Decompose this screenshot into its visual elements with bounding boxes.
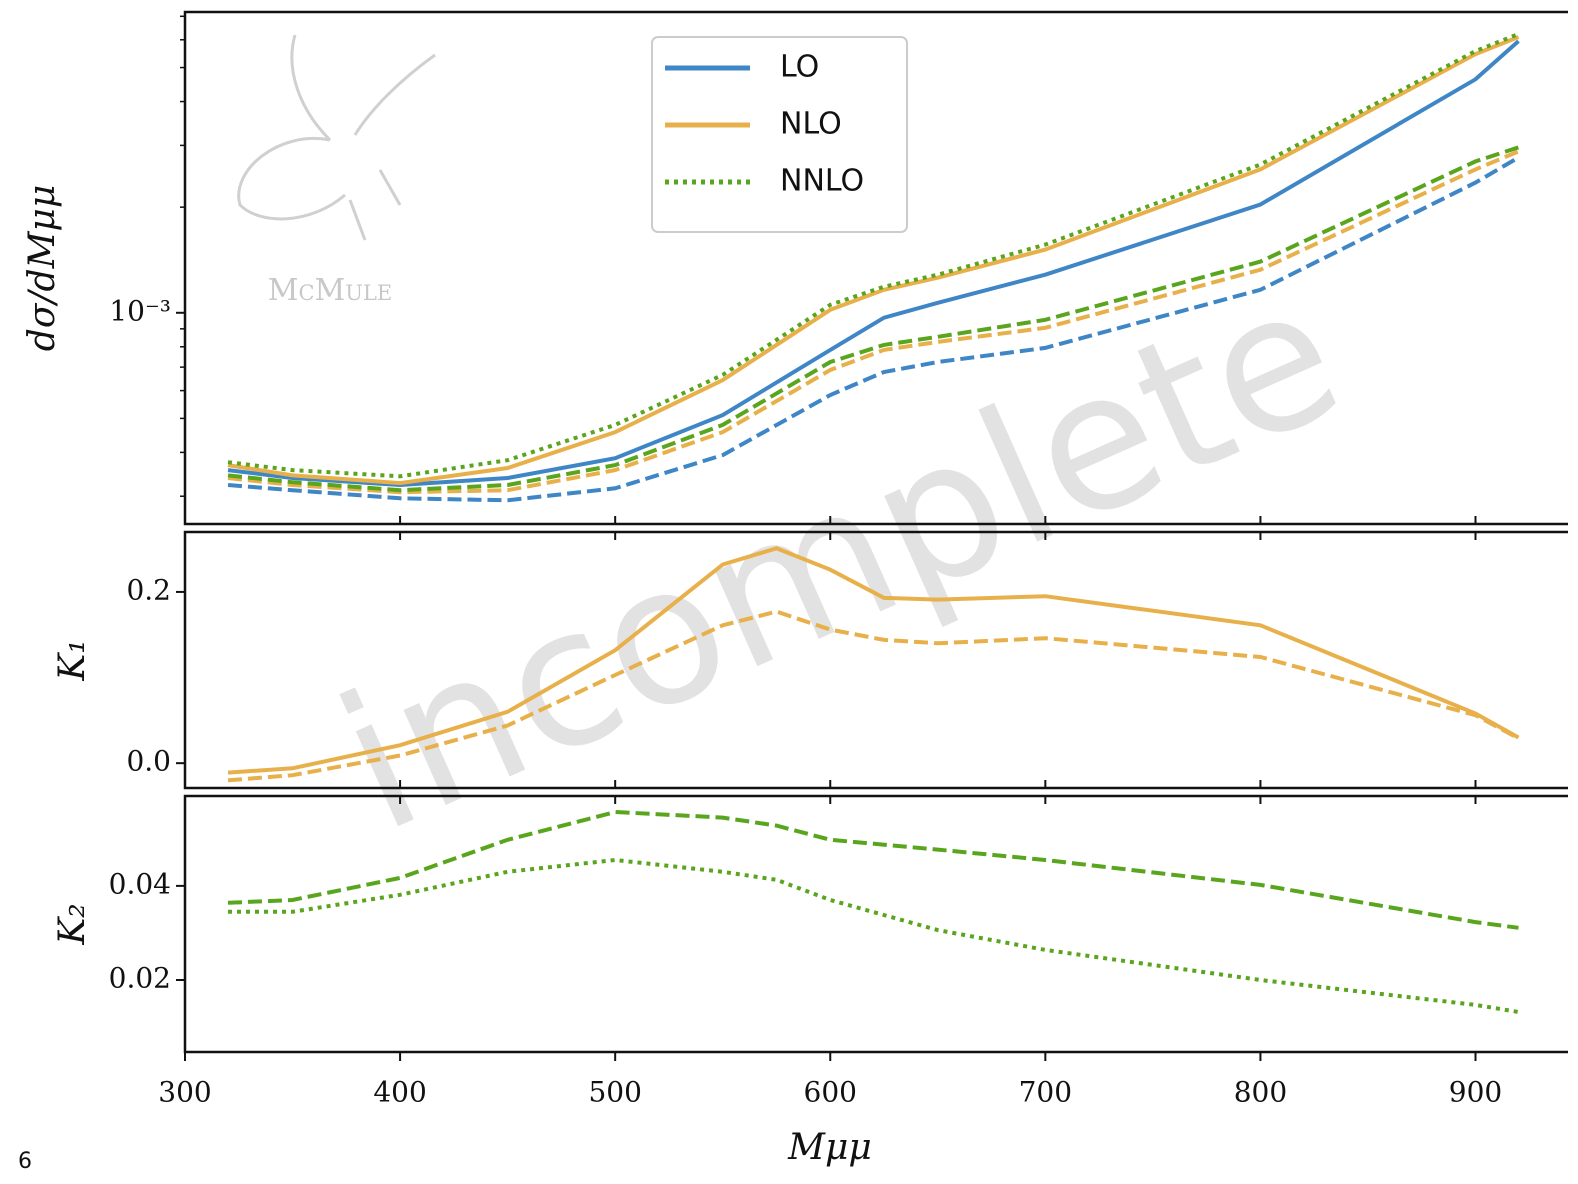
y-tick-label: 0.02 [109, 962, 171, 995]
series-line [227, 809, 1519, 930]
logo [237, 34, 436, 241]
y-axis-label: dσ/dMμμ [22, 185, 63, 351]
x-tick-label: 800 [1234, 1076, 1287, 1109]
x-tick-label: 500 [588, 1076, 641, 1109]
logo-text: McMule [268, 273, 392, 308]
series-line [227, 145, 1520, 493]
axes-frame [183, 10, 1568, 526]
legend-label: NNLO [780, 164, 864, 199]
x-axis-label: Mμμ [787, 1127, 872, 1168]
axes-frame [183, 530, 1568, 790]
series-line [227, 35, 1520, 486]
series-line [227, 609, 1520, 783]
y-tick-label: 0.04 [109, 867, 171, 900]
series-line [227, 32, 1520, 479]
axes-frame [183, 794, 1568, 1054]
series-line [228, 857, 1519, 1014]
x-tick-label: 700 [1019, 1076, 1072, 1109]
y-axis-label: K₂ [52, 903, 93, 945]
y-tick-label: 10⁻³ [109, 294, 171, 327]
x-tick-label: 600 [804, 1076, 857, 1109]
y-tick-label: 0.0 [126, 745, 171, 778]
x-tick-label: 300 [158, 1076, 211, 1109]
legend-label: NLO [780, 107, 842, 142]
page-number: 6 [18, 1149, 32, 1174]
x-tick-label: 400 [373, 1076, 426, 1109]
series-line [227, 155, 1520, 503]
legend-label: LO [780, 50, 819, 85]
series-line [227, 546, 1520, 775]
watermark: incomplete [310, 241, 1369, 874]
legend-box [651, 36, 908, 233]
y-tick-label: 0.2 [126, 573, 171, 606]
x-tick-label: 900 [1449, 1076, 1502, 1109]
y-axis-label: K₁ [52, 639, 93, 681]
